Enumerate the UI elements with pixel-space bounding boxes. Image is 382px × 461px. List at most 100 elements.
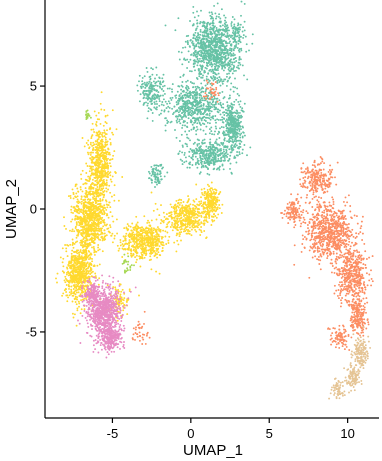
- scatter-point: [109, 191, 112, 194]
- scatter-point: [75, 268, 78, 271]
- scatter-point: [91, 260, 94, 263]
- scatter-point: [197, 51, 200, 53]
- scatter-point: [230, 61, 232, 64]
- scatter-point: [70, 258, 73, 261]
- scatter-point: [77, 270, 80, 273]
- scatter-point: [166, 87, 169, 90]
- scatter-point: [98, 207, 101, 210]
- scatter-point: [76, 205, 79, 208]
- scatter-point: [179, 109, 182, 112]
- scatter-point: [213, 146, 216, 149]
- scatter-point: [185, 91, 188, 94]
- scatter-point: [166, 102, 169, 105]
- scatter-point: [163, 92, 166, 95]
- scatter-point: [82, 199, 85, 201]
- scatter-point: [220, 34, 223, 37]
- scatter-point: [214, 34, 217, 37]
- scatter-point: [189, 148, 192, 150]
- scatter-point: [81, 169, 84, 172]
- scatter-point: [91, 211, 94, 214]
- scatter-point: [205, 116, 208, 119]
- scatter-point: [96, 150, 99, 153]
- scatter-point: [215, 121, 217, 124]
- scatter-point: [195, 108, 198, 111]
- scatter-point: [87, 180, 90, 182]
- scatter-point: [92, 205, 95, 208]
- scatter-point: [68, 287, 70, 290]
- points-layer: [55, 0, 374, 400]
- scatter-point: [192, 103, 195, 106]
- scatter-point: [204, 133, 207, 136]
- scatter-point: [63, 271, 65, 274]
- scatter-point: [63, 279, 66, 282]
- scatter-point: [86, 165, 89, 167]
- scatter-point: [81, 242, 83, 245]
- scatter-point: [96, 199, 99, 202]
- scatter-point: [196, 166, 199, 169]
- scatter-point: [193, 16, 196, 19]
- scatter-point: [149, 255, 152, 258]
- scatter-point: [214, 103, 217, 106]
- scatter-point: [77, 291, 80, 294]
- scatter-point: [154, 175, 156, 178]
- scatter-point: [89, 143, 92, 146]
- scatter-point: [210, 162, 213, 165]
- scatter-point: [221, 121, 224, 124]
- scatter-point: [197, 61, 199, 64]
- scatter-point: [75, 250, 78, 253]
- scatter-point: [233, 157, 236, 159]
- scatter-point: [95, 155, 98, 158]
- scatter-point: [230, 24, 233, 27]
- scatter-point: [146, 70, 149, 73]
- scatter-point: [103, 232, 106, 235]
- scatter-point: [99, 140, 102, 142]
- scatter-point: [93, 242, 96, 244]
- scatter-point: [150, 219, 153, 222]
- scatter-point: [215, 168, 218, 171]
- scatter-point: [80, 202, 83, 205]
- scatter-point: [212, 153, 215, 156]
- scatter-point: [190, 103, 193, 106]
- scatter-point: [93, 131, 96, 133]
- scatter-point: [70, 290, 73, 293]
- scatter-point: [239, 63, 242, 66]
- scatter-point: [210, 47, 213, 50]
- scatter-point: [91, 122, 94, 125]
- scatter-point: [202, 142, 205, 145]
- scatter-point: [80, 291, 83, 294]
- scatter-point: [166, 122, 169, 125]
- scatter-point: [147, 89, 150, 92]
- scatter-point: [220, 142, 223, 145]
- scatter-point: [144, 244, 147, 247]
- scatter-point: [217, 29, 220, 32]
- scatter-point: [151, 97, 154, 100]
- scatter-point: [65, 247, 68, 250]
- scatter-point: [116, 232, 119, 235]
- scatter-point: [82, 261, 85, 264]
- scatter-point: [195, 27, 198, 30]
- scatter-point: [217, 157, 220, 160]
- scatter-point: [226, 105, 229, 108]
- scatter-point: [238, 139, 241, 142]
- scatter-point: [188, 130, 191, 132]
- scatter-point: [218, 53, 221, 56]
- scatter-point: [155, 108, 158, 111]
- scatter-point: [81, 232, 84, 235]
- scatter-point: [215, 27, 218, 29]
- scatter-point: [94, 146, 97, 149]
- scatter-point: [240, 140, 243, 143]
- scatter-point: [248, 49, 250, 52]
- scatter-point: [154, 186, 156, 188]
- scatter-point: [204, 66, 207, 69]
- scatter-point: [212, 19, 215, 22]
- scatter-point: [97, 146, 100, 149]
- scatter-point: [186, 166, 189, 169]
- scatter-point: [92, 148, 95, 151]
- scatter-point: [171, 90, 174, 93]
- scatter-point: [212, 58, 215, 61]
- scatter-point: [227, 54, 230, 57]
- scatter-point: [175, 101, 178, 104]
- scatter-point: [114, 171, 117, 174]
- scatter-point: [214, 142, 216, 144]
- scatter-point: [103, 235, 106, 238]
